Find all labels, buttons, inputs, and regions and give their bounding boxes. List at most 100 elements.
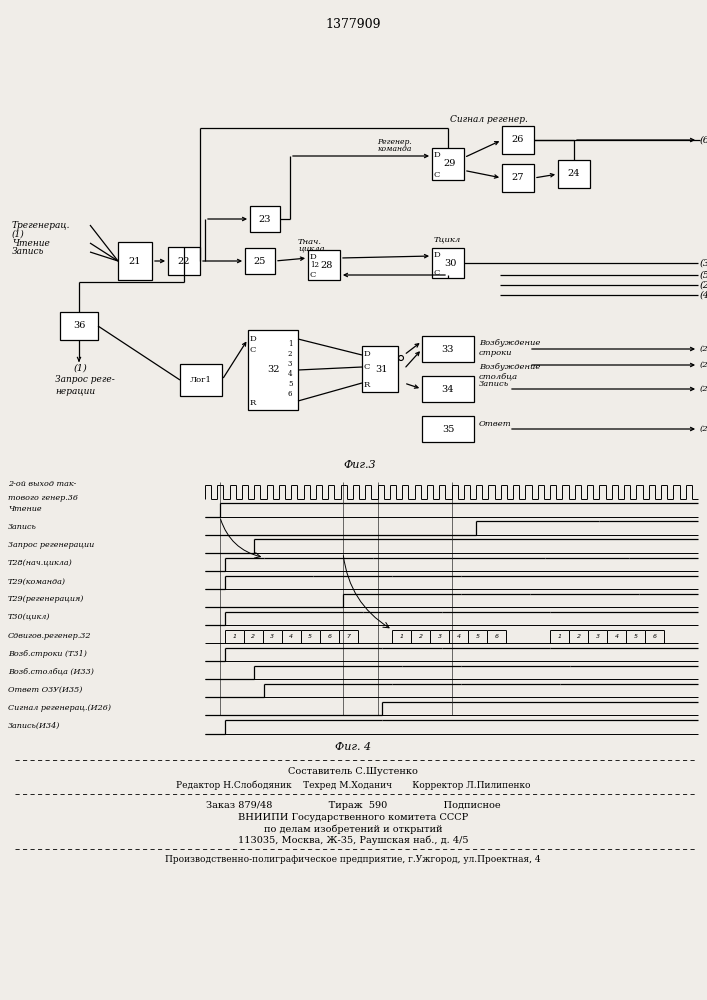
Text: 24: 24 xyxy=(568,169,580,178)
Text: Запрос регенерации: Запрос регенерации xyxy=(8,541,94,549)
Text: по делам изобретений и открытий: по делам изобретений и открытий xyxy=(264,824,443,834)
Text: D: D xyxy=(250,335,257,343)
Text: C: C xyxy=(434,269,440,277)
Text: 4: 4 xyxy=(288,370,293,378)
Bar xyxy=(502,164,534,192)
Text: 22: 22 xyxy=(177,256,190,265)
Text: Запись: Запись xyxy=(12,247,45,256)
Bar xyxy=(180,364,222,396)
Text: 6: 6 xyxy=(288,390,293,398)
Text: 1: 1 xyxy=(400,634,404,639)
Bar xyxy=(558,160,590,188)
Bar xyxy=(432,248,464,278)
Text: 2: 2 xyxy=(419,634,423,639)
Bar xyxy=(362,346,398,392)
Text: 1: 1 xyxy=(232,634,236,639)
Text: Лог1: Лог1 xyxy=(190,376,212,384)
Text: 1: 1 xyxy=(288,340,293,348)
Text: нерации: нерации xyxy=(55,386,95,395)
Text: C: C xyxy=(364,363,370,371)
Text: 3: 3 xyxy=(438,634,442,639)
Text: 23: 23 xyxy=(259,215,271,224)
Text: Сигнал регенерац.(И26): Сигнал регенерац.(И26) xyxy=(8,704,111,712)
Text: Производственно-полиграфическое предприятие, г.Ужгород, ул.Проектная, 4: Производственно-полиграфическое предприя… xyxy=(165,856,541,864)
Text: Запись(И34): Запись(И34) xyxy=(8,722,60,730)
Text: 6: 6 xyxy=(495,634,499,639)
Text: Фиг.3: Фиг.3 xyxy=(344,460,376,470)
Text: Сигнал регенер.: Сигнал регенер. xyxy=(450,115,528,124)
Text: Фиг. 4: Фиг. 4 xyxy=(335,742,371,752)
Text: команда: команда xyxy=(377,145,411,153)
Text: Т30(цикл): Т30(цикл) xyxy=(8,614,50,622)
Text: (20): (20) xyxy=(700,425,707,433)
Text: Редактор Н.Слободяник    Техред М.Ходанич       Корректор Л.Пилипенко: Редактор Н.Слободяник Техред М.Ходанич К… xyxy=(176,780,530,790)
Text: (20): (20) xyxy=(700,345,707,353)
Bar xyxy=(422,376,474,402)
Text: 12: 12 xyxy=(310,261,319,269)
Text: 29: 29 xyxy=(444,159,456,168)
Text: (1): (1) xyxy=(12,230,25,238)
Text: 4: 4 xyxy=(457,634,461,639)
Text: столбца: столбца xyxy=(479,373,518,381)
Text: Возб.столбца (И33): Возб.столбца (И33) xyxy=(8,668,94,676)
Text: Заказ 879/48                  Тираж  590                  Подписное: Заказ 879/48 Тираж 590 Подписное xyxy=(206,800,501,810)
Text: 3: 3 xyxy=(595,634,600,639)
Text: 113035, Москва, Ж-35, Раушская наб., д. 4/5: 113035, Москва, Ж-35, Раушская наб., д. … xyxy=(238,835,468,845)
Text: Т29(регенерация): Т29(регенерация) xyxy=(8,595,84,603)
Text: C: C xyxy=(310,271,316,279)
Text: 36: 36 xyxy=(73,322,85,330)
Text: 5: 5 xyxy=(308,634,312,639)
Text: (3): (3) xyxy=(700,258,707,267)
Text: Составитель С.Шустенко: Составитель С.Шустенко xyxy=(288,766,418,776)
Bar xyxy=(245,248,275,274)
Text: 30: 30 xyxy=(444,258,456,267)
Text: 3: 3 xyxy=(270,634,274,639)
Text: Возбуждение: Возбуждение xyxy=(479,363,540,371)
Text: D: D xyxy=(364,350,370,358)
Text: D: D xyxy=(434,151,440,159)
Text: 5: 5 xyxy=(288,380,293,388)
Text: C: C xyxy=(250,346,257,354)
Text: 2: 2 xyxy=(288,350,293,358)
Bar xyxy=(432,148,464,180)
Text: 4: 4 xyxy=(289,634,293,639)
Text: Т28(нач.цикла): Т28(нач.цикла) xyxy=(8,559,73,567)
Text: Ответ: Ответ xyxy=(479,420,512,428)
Text: цикла: цикла xyxy=(298,245,325,253)
Bar xyxy=(248,330,298,410)
Text: Ответ ОЗУ(И35): Ответ ОЗУ(И35) xyxy=(8,686,83,694)
Text: (5): (5) xyxy=(700,270,707,279)
Bar xyxy=(168,247,200,275)
Bar xyxy=(422,336,474,362)
Text: 7: 7 xyxy=(346,634,351,639)
Text: 5: 5 xyxy=(633,634,638,639)
Text: Регенер.: Регенер. xyxy=(377,138,411,146)
Text: Запись: Запись xyxy=(8,523,37,531)
Text: (20): (20) xyxy=(700,385,707,393)
Text: Возб.строки (Т31): Возб.строки (Т31) xyxy=(8,650,87,658)
Text: 1: 1 xyxy=(558,634,561,639)
Text: 26: 26 xyxy=(512,135,524,144)
Bar xyxy=(118,242,152,280)
Text: 6: 6 xyxy=(653,634,657,639)
Text: 21: 21 xyxy=(129,256,141,265)
Text: 1377909: 1377909 xyxy=(325,18,381,31)
Text: Запись: Запись xyxy=(479,380,509,388)
Text: D: D xyxy=(310,253,317,261)
Text: Возбуждение: Возбуждение xyxy=(479,339,540,347)
Text: (1): (1) xyxy=(74,363,88,372)
Text: Сдвигов.регенер.32: Сдвигов.регенер.32 xyxy=(8,632,91,640)
Text: 28: 28 xyxy=(321,260,333,269)
Text: C: C xyxy=(434,171,440,179)
Text: 2: 2 xyxy=(251,634,255,639)
Text: 5: 5 xyxy=(476,634,480,639)
Text: Трегенерац.: Трегенерац. xyxy=(12,221,71,230)
Text: 25: 25 xyxy=(254,256,267,265)
Text: строки: строки xyxy=(479,349,513,357)
Text: 27: 27 xyxy=(512,174,525,182)
Text: 34: 34 xyxy=(442,384,455,393)
Text: (2): (2) xyxy=(700,280,707,290)
Text: Тнач.: Тнач. xyxy=(298,238,322,246)
Text: Т29(команда): Т29(команда) xyxy=(8,577,66,585)
Text: 35: 35 xyxy=(442,424,454,434)
